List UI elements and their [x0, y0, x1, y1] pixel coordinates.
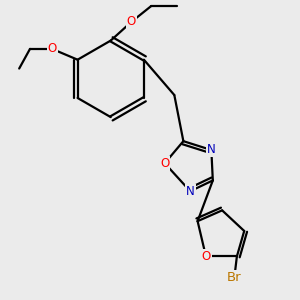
Text: O: O: [47, 42, 57, 56]
Text: O: O: [127, 15, 136, 28]
Text: N: N: [186, 185, 195, 198]
Text: O: O: [160, 157, 169, 170]
Text: N: N: [207, 143, 216, 157]
Text: Br: Br: [227, 271, 242, 284]
Text: O: O: [201, 250, 211, 263]
